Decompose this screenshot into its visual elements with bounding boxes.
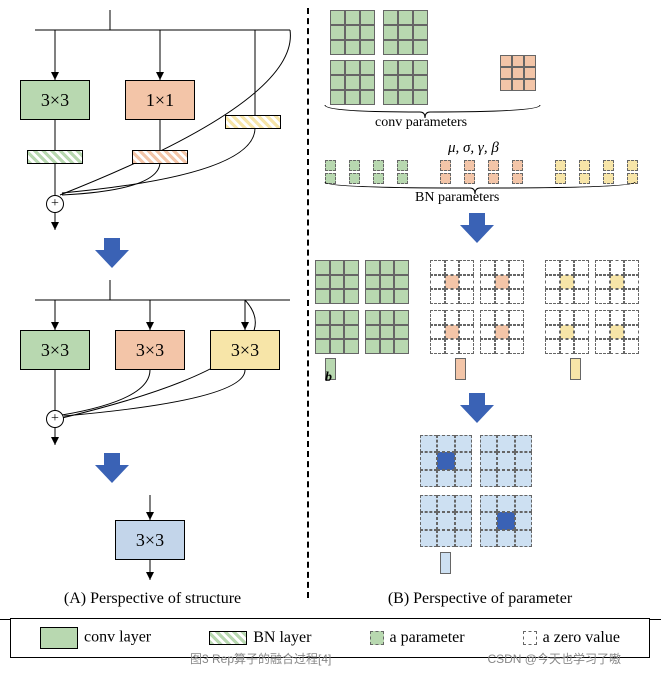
figure-container: 3×3 1×1 + 3×3 3×3 3×3 + 3×3 (A) Perspect… [0,0,661,620]
bn-vec [397,160,408,184]
bn-symbols: μ, σ, γ, β [448,140,499,157]
bn-vec [488,160,499,184]
swatch-zero [523,631,537,645]
kernel [545,310,589,354]
bn-vec [440,160,451,184]
conv-3x3-blue: 3×3 [115,520,185,560]
bn-params-label: BN parameters [415,190,499,206]
bn-vec [349,160,360,184]
bn-green [27,150,83,164]
legend-bn: BN layer [209,629,311,647]
bias-label: b [325,370,332,386]
kernel [545,260,589,304]
conv-3x3-green-2: 3×3 [20,330,90,370]
panel-a-caption: (A) Perspective of structure [0,590,305,608]
bn-vec [555,160,566,184]
conv-3x3-orange: 3×3 [115,330,185,370]
kernel [330,10,375,55]
kernel [595,310,639,354]
legend-conv: conv layer [40,627,151,649]
conv-label: 3×3 [41,340,69,360]
conv-params-label: conv parameters [375,115,467,131]
legend-param: a parameter [370,629,465,647]
conv-label: 3×3 [41,90,69,110]
kernel [500,55,536,91]
bottom-caption: 图3 Rep算子的融合过程[4] CSDN @今天也学习了嗷 [0,650,661,667]
legend-param-label: a parameter [390,629,465,646]
kernel [420,495,472,547]
kernel [430,310,474,354]
kernel [383,60,428,105]
conv-label: 3×3 [136,340,164,360]
kernel [480,495,532,547]
bn-yellow [225,115,281,129]
kernel [315,260,359,304]
bn-vec [464,160,475,184]
kernel [480,260,524,304]
swatch-bn [209,631,247,645]
conv-label: 3×3 [231,340,259,360]
conv-3x3-yellow: 3×3 [210,330,280,370]
legend-zero-label: a zero value [543,629,620,646]
bn-vec [325,160,336,184]
panel-a: 3×3 1×1 + 3×3 3×3 3×3 + 3×3 (A) Perspect… [0,0,305,619]
bn-vec [627,160,638,184]
kernel [315,310,359,354]
swatch-param [370,631,384,645]
bn-vec [512,160,523,184]
kernel [480,310,524,354]
conv-label: 1×1 [146,90,174,110]
bias [570,358,581,380]
plus-icon-2: + [46,410,64,428]
kernel [383,10,428,55]
kernel [330,60,375,105]
bn-vec [579,160,590,184]
kernel [365,310,409,354]
bias-final [440,552,451,574]
panel-b: conv parameters μ, σ, γ, β BN parameters… [305,0,655,619]
swatch-conv [40,627,78,649]
bn-orange [132,150,188,164]
kernel [420,435,472,487]
conv-label: 3×3 [136,530,164,550]
panel-b-caption: (B) Perspective of parameter [305,590,655,608]
legend-conv-label: conv layer [84,629,151,646]
conv-1x1-orange: 1×1 [125,80,195,120]
bn-vec [603,160,614,184]
figure-caption: 图3 Rep算子的融合过程[4] [190,650,331,667]
kernel [480,435,532,487]
bn-vec [373,160,384,184]
watermark: CSDN @今天也学习了嗷 [487,650,621,667]
kernel [595,260,639,304]
kernel [365,260,409,304]
plus-icon: + [46,195,64,213]
legend-zero: a zero value [523,629,620,647]
bias [455,358,466,380]
conv-3x3-green: 3×3 [20,80,90,120]
kernel [430,260,474,304]
legend-bn-label: BN layer [253,629,311,646]
